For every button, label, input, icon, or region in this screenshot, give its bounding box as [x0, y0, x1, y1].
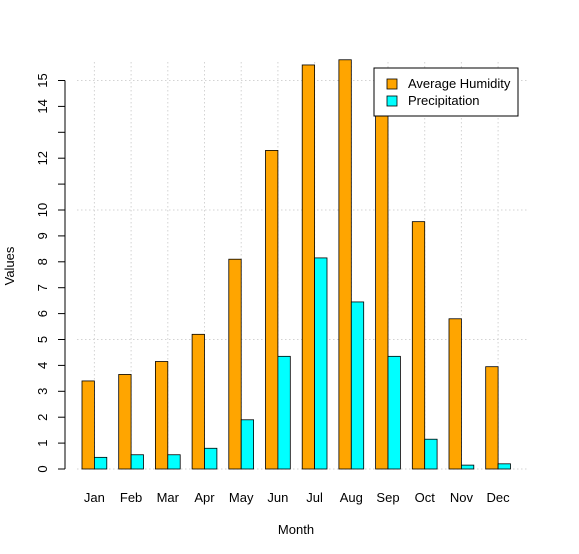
legend-label: Average Humidity — [408, 76, 511, 91]
x-tick-label: Mar — [157, 490, 180, 505]
bar-humidity-jul — [301, 64, 316, 470]
bar-humidity-may — [228, 258, 242, 470]
y-tick-label: 1 — [35, 439, 50, 446]
bar-humidity-oct — [411, 221, 426, 470]
bar-precipitation-nov — [460, 464, 475, 470]
y-tick-label: 0 — [35, 465, 50, 472]
x-tick-label: Feb — [120, 490, 142, 505]
bar-precipitation-may — [240, 419, 254, 470]
x-tick-label: Sep — [376, 490, 399, 505]
bar-humidity-aug — [338, 59, 352, 470]
x-tick-label: Jul — [306, 490, 323, 505]
y-tick-label: 14 — [35, 99, 50, 113]
bar-humidity-jun — [265, 150, 279, 470]
bar-humidity-dec — [485, 366, 499, 470]
y-tick-label: 12 — [35, 151, 50, 165]
legend-swatch — [386, 95, 398, 107]
bar-precipitation-dec — [497, 463, 511, 470]
y-tick-label: 5 — [35, 336, 50, 343]
bar-humidity-jan — [81, 380, 95, 470]
y-tick-label: 3 — [35, 388, 50, 395]
y-tick-label: 8 — [35, 258, 50, 265]
bar-humidity-mar — [154, 361, 169, 470]
bar-humidity-feb — [118, 374, 132, 470]
bar-precipitation-apr — [204, 447, 218, 470]
y-tick-label: 15 — [35, 73, 50, 87]
legend-box — [373, 67, 519, 117]
legend-label: Precipitation — [408, 93, 480, 108]
y-tick-label: 7 — [35, 284, 50, 291]
bar-precipitation-sep — [387, 355, 401, 470]
x-tick-label: Jun — [267, 490, 288, 505]
bar-precipitation-feb — [130, 454, 144, 470]
legend-swatch — [386, 78, 398, 90]
bar-humidity-sep — [375, 100, 389, 470]
x-tick-label: May — [229, 490, 254, 505]
x-axis-title: Month — [278, 522, 314, 537]
x-tick-label: Dec — [487, 490, 511, 505]
y-tick-label: 6 — [35, 310, 50, 317]
y-tick-label: 2 — [35, 414, 50, 421]
x-tick-label: Apr — [194, 490, 215, 505]
bar-precipitation-jul — [314, 257, 328, 470]
bar-precipitation-aug — [350, 301, 365, 470]
y-axis-title: Values — [2, 246, 17, 285]
x-tick-label: Nov — [450, 490, 474, 505]
legend: Average Humidity Precipitation — [373, 67, 519, 117]
x-tick-label: Aug — [340, 490, 363, 505]
bar-precipitation-oct — [424, 438, 438, 470]
y-tick-label: 4 — [35, 362, 50, 369]
x-axis-labels: Jan Feb Mar Apr May Jun Jul Aug Sep Oct Nov Dec — [84, 490, 510, 505]
bar-humidity-apr — [191, 333, 205, 470]
bars — [81, 59, 511, 470]
bar-humidity-nov — [448, 318, 462, 470]
y-tick-label: 9 — [35, 232, 50, 239]
bar-precipitation-mar — [167, 454, 181, 470]
x-tick-label: Oct — [415, 490, 436, 505]
y-tick-label: 10 — [35, 203, 50, 217]
bar-precipitation-jun — [277, 355, 291, 470]
bar-precipitation-jan — [94, 456, 108, 470]
x-tick-label: Jan — [84, 490, 105, 505]
